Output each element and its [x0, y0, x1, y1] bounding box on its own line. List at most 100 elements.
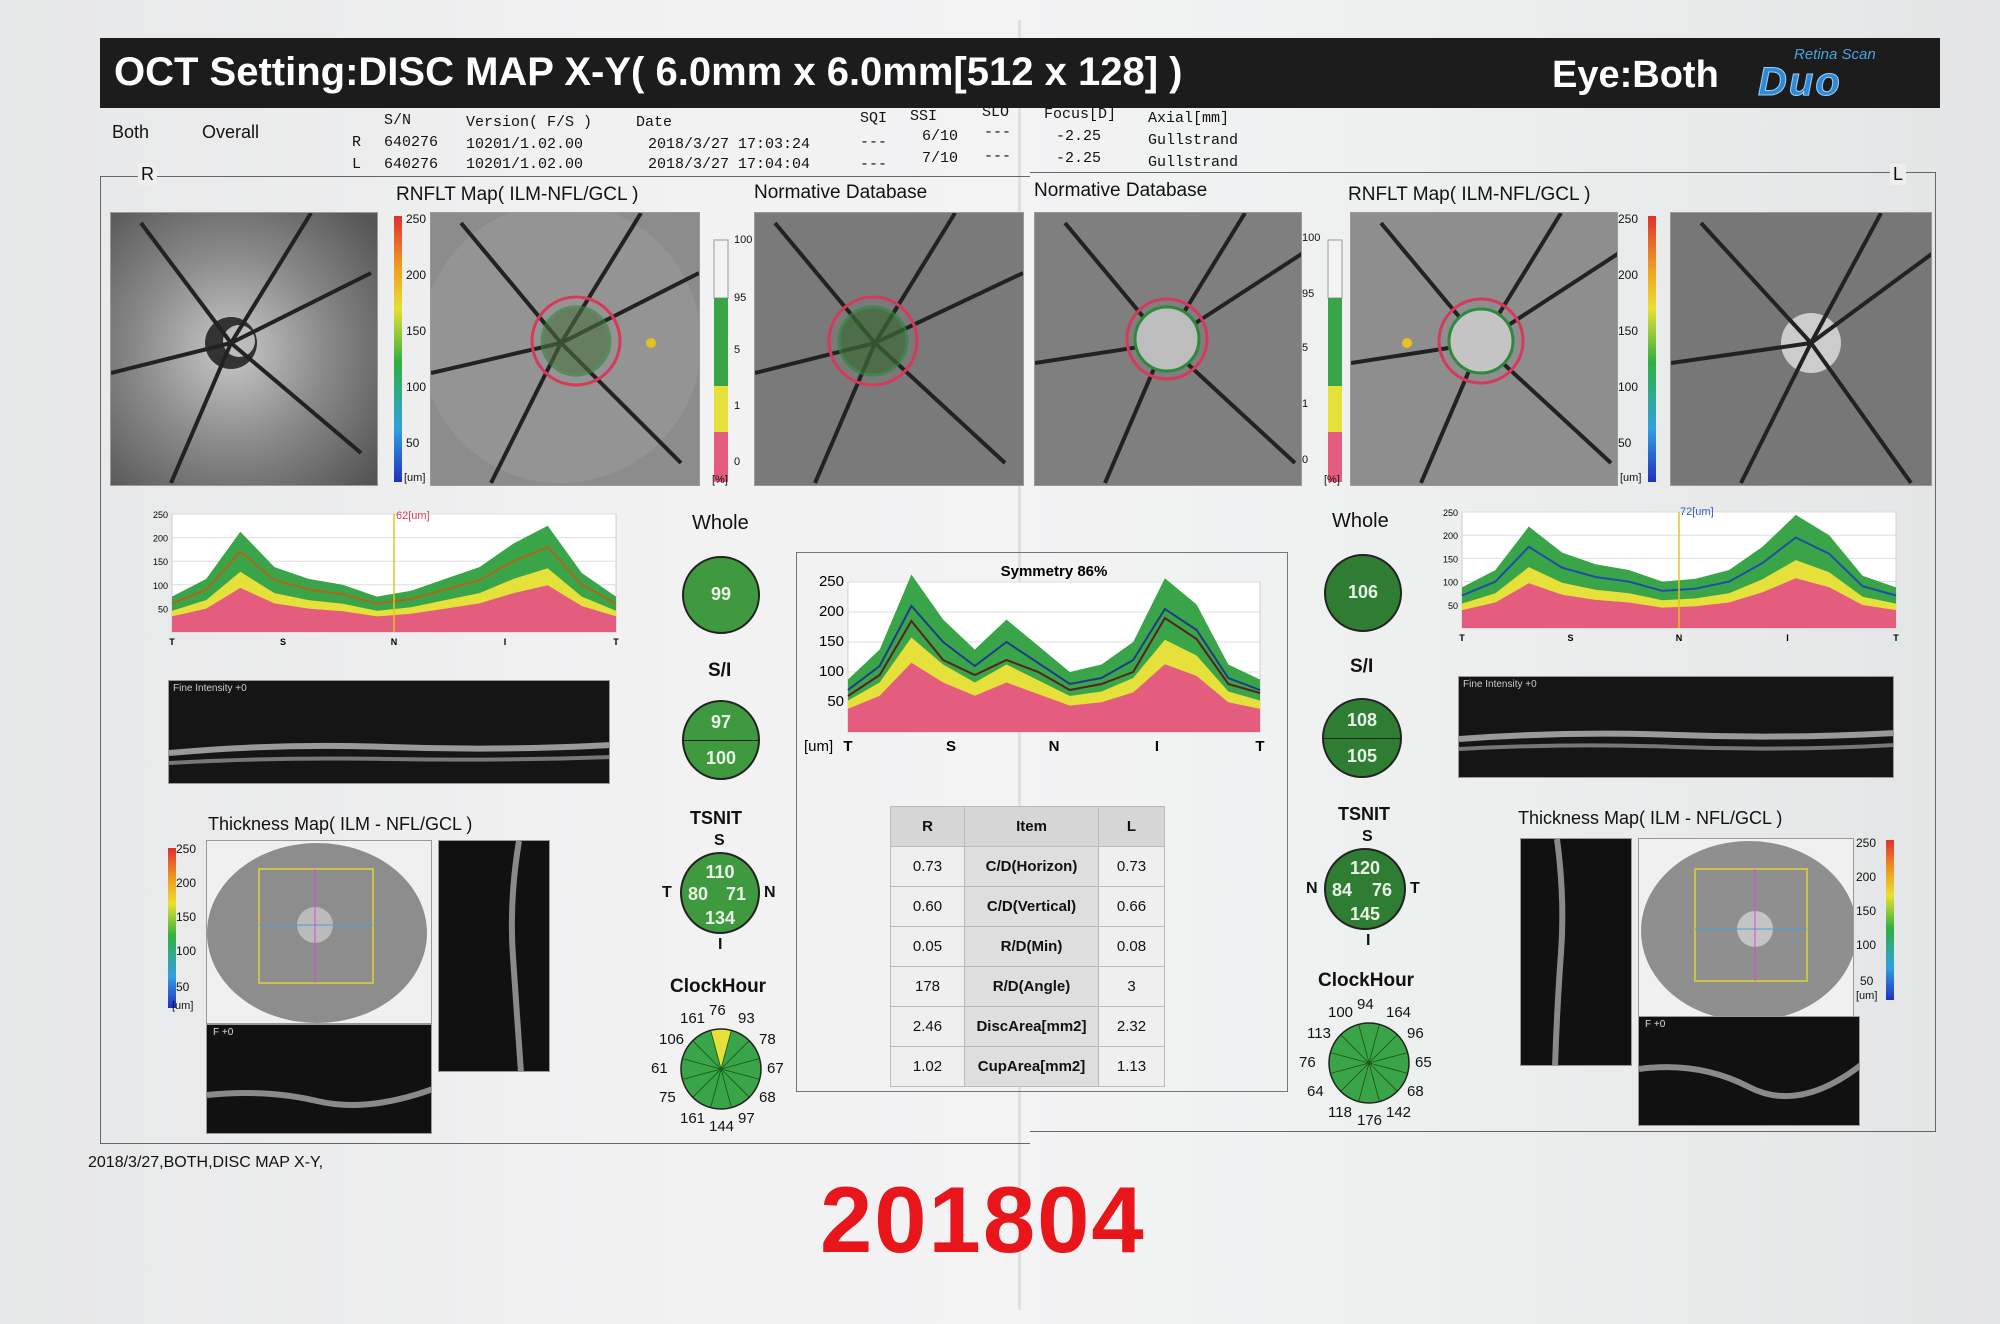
si-s-value-r: 97 — [710, 712, 732, 732]
scale-r-100: 100 — [406, 380, 427, 394]
thickness-scale-r — [394, 216, 402, 482]
norm-r-100: 100 — [734, 234, 753, 246]
col-version: Version( F/S ) — [466, 114, 593, 131]
series-line-L — [847, 616, 1261, 697]
cell-l: 2.32 — [1098, 1006, 1165, 1047]
table-row: 178 R/D(Angle) 3 — [890, 966, 1165, 1007]
clock-value: 142 — [1386, 1104, 1412, 1121]
left-marker: L — [1890, 164, 1907, 185]
f0-label-r: F +0 — [213, 1027, 234, 1038]
bscan-l: Fine Intensity +0 — [1458, 676, 1894, 778]
tscale-l-200: 200 — [1856, 870, 1877, 884]
x-tick-label: T — [1255, 738, 1264, 755]
bscan-r-label: Fine Intensity +0 — [173, 683, 247, 694]
tsnit-s-value-l: 120 — [1349, 858, 1381, 878]
table-row: 1.02 CupArea[mm2] 1.13 — [890, 1046, 1165, 1087]
symmetry-box — [796, 552, 1288, 1092]
tscale-l-150: 150 — [1856, 904, 1877, 918]
norm-l-unit: [%] — [1324, 474, 1340, 486]
norm-db-map-l — [1034, 212, 1302, 486]
abnormal-band — [1462, 578, 1896, 628]
col-date: Date — [636, 114, 673, 131]
clock-value: 161 — [680, 1010, 706, 1027]
rnflt-map-title-r: RNFLT Map( ILM-NFL/GCL ) — [396, 184, 639, 205]
horizontal-bscan-l: F +0 — [1638, 1016, 1860, 1126]
cell-r: 0.05 — [890, 926, 965, 967]
tsnit-circle-l: 120 84 76 145 — [1324, 848, 1406, 930]
cell-item: CupArea[mm2] — [964, 1046, 1099, 1087]
clock-value: 75 — [659, 1089, 676, 1106]
rnflt-map-l — [1350, 212, 1618, 486]
clock-value: 118 — [1328, 1104, 1352, 1121]
cell-l: 0.73 — [1098, 846, 1165, 887]
x-tick-label: I — [1786, 633, 1789, 643]
tsnit-t-r: T — [662, 884, 672, 901]
x-tick-label: I — [504, 637, 507, 647]
tsnit-s-l: S — [1362, 828, 1373, 845]
tsnit-i-r: I — [718, 936, 723, 953]
clock-value: 64 — [1307, 1083, 1324, 1100]
tscale-l-250: 250 — [1856, 836, 1877, 850]
norm-scale-l — [1327, 239, 1343, 482]
cell-l: 1.13 — [1098, 1046, 1165, 1087]
norm-r-5: 5 — [734, 344, 741, 356]
clock-value: 68 — [1407, 1083, 1424, 1100]
slo-fundus-r — [110, 212, 378, 486]
y-tick-label: 150 — [1443, 554, 1458, 564]
series-line-R — [847, 604, 1261, 691]
tsnit-t-l: T — [1410, 880, 1420, 897]
clock-value: 113 — [1307, 1025, 1331, 1042]
row-l-sqi: --- — [860, 156, 888, 173]
clock-value: 65 — [1415, 1054, 1432, 1071]
cell-r: 178 — [890, 966, 965, 1007]
si-i-value-r: 100 — [705, 748, 737, 768]
cell-r: 1.02 — [890, 1046, 965, 1087]
si-s-value-l: 108 — [1346, 710, 1378, 730]
params-header-item: Item — [964, 806, 1099, 847]
thick-scale-r — [168, 848, 176, 1008]
scale-r-50: 50 — [406, 436, 420, 450]
y-tick-label: 250 — [1443, 508, 1458, 518]
col-focus: Focus[D] — [1044, 106, 1117, 123]
tsnit-n-l: N — [1306, 880, 1318, 897]
table-row: 2.46 DiscArea[mm2] 2.32 — [890, 1006, 1165, 1047]
cell-r: 0.73 — [890, 846, 965, 887]
row-l-version: 10201/1.02.00 — [466, 156, 584, 173]
table-row: 0.60 C/D(Vertical) 0.66 — [890, 886, 1165, 927]
footer-text: 2018/3/27,BOTH,DISC MAP X-Y, — [88, 1154, 324, 1171]
y-tick-label: 150 — [153, 557, 168, 567]
clock-value: 94 — [1357, 996, 1374, 1013]
row-l-slo: --- — [984, 148, 1012, 165]
si-circle-l: 108 105 — [1322, 698, 1402, 778]
norm-r-1: 1 — [734, 400, 741, 412]
tscale-r-100: 100 — [176, 944, 197, 958]
whole-label-r: Whole — [692, 512, 749, 534]
y-axis-label: [um] — [804, 738, 833, 755]
cell-l: 0.08 — [1098, 926, 1165, 967]
info-both: Both — [112, 122, 150, 142]
thick-map-title-r: Thickness Map( ILM - NFL/GCL ) — [208, 814, 473, 834]
abnormal-band — [172, 585, 616, 632]
y-tick-label: 50 — [1448, 601, 1458, 611]
clock-value: 100 — [1328, 1004, 1354, 1021]
norm-l-95: 95 — [1302, 288, 1315, 300]
clock-value: 161 — [680, 1110, 706, 1127]
marker-label-r: 62[um] — [396, 510, 430, 522]
tsnit-i-l: I — [1366, 932, 1371, 949]
x-tick-label: S — [1567, 633, 1573, 643]
x-tick-label: T — [843, 738, 852, 755]
clock-value: 176 — [1357, 1112, 1383, 1129]
params-header-l: L — [1098, 806, 1165, 847]
clock-outline — [680, 1028, 762, 1110]
clock-value: 76 — [709, 1002, 726, 1019]
clockhour-dial-r — [680, 1028, 762, 1110]
clock-value: 93 — [738, 1010, 755, 1027]
row-l-axial: Gullstrand — [1148, 154, 1239, 171]
marker-label-l: 72[um] — [1680, 506, 1714, 518]
clock-value: 61 — [651, 1060, 668, 1077]
scale-l-250: 250 — [1618, 212, 1639, 226]
tsnit-t-value-r: 80 — [688, 884, 709, 904]
header-banner: OCT Setting:DISC MAP X-Y( 6.0mm x 6.0mm[… — [100, 38, 1940, 108]
x-tick-label: I — [1155, 738, 1159, 755]
col-sn: S/N — [384, 112, 412, 129]
